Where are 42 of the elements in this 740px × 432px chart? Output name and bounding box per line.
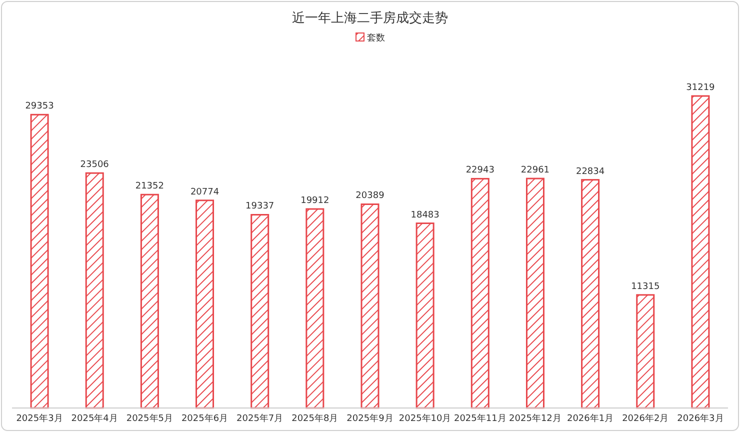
- data-label: 22834: [576, 166, 605, 177]
- data-label: 22961: [520, 166, 550, 176]
- bar: [196, 200, 214, 409]
- x-tick-label: 2025年8月: [292, 413, 338, 424]
- x-tick-label: 2026年2月: [622, 413, 669, 424]
- data-label: 31219: [686, 83, 716, 93]
- data-label: 23506: [80, 160, 110, 170]
- bar: [360, 203, 380, 409]
- data-label: 21352: [135, 182, 164, 192]
- bar: [636, 294, 655, 409]
- x-tick-label: 2025年5月: [126, 413, 174, 424]
- bar: [85, 172, 104, 409]
- x-tick-label: 2025年6月: [181, 413, 228, 424]
- bar: [140, 194, 159, 409]
- bar: [30, 114, 49, 409]
- bar: [470, 178, 490, 409]
- data-label: 22943: [466, 166, 494, 176]
- data-label: 19912: [300, 196, 330, 206]
- data-label: 20389: [356, 191, 385, 202]
- x-tick-label: 2026年3月: [677, 413, 724, 424]
- legend-label: 套数: [367, 32, 385, 44]
- data-label: 20774: [190, 187, 220, 198]
- x-tick-label: 2025年10月: [398, 413, 452, 424]
- chart-title: 近一年上海二手房成交走势: [292, 10, 448, 26]
- bar: [250, 214, 270, 409]
- data-label: 18483: [410, 210, 440, 220]
- data-label: 19337: [246, 202, 274, 212]
- x-tick-label: 2025年7月: [236, 413, 284, 424]
- bar: [306, 208, 324, 409]
- x-tick-label: 2025年4月: [71, 413, 118, 424]
- data-label: 11315: [631, 282, 660, 292]
- x-tick-label: 2025年12月: [509, 413, 562, 424]
- data-label: 29353: [25, 102, 54, 112]
- x-tick-label: 2025年11月: [454, 413, 506, 424]
- x-tick-label: 2025年9月: [346, 413, 394, 424]
- legend: 套数: [356, 32, 385, 44]
- bar: [581, 179, 600, 409]
- x-tick-label: 2026年1月: [566, 413, 614, 424]
- bar: [416, 222, 434, 409]
- bar: [691, 95, 710, 409]
- x-tick-label: 2025年3月: [16, 413, 63, 424]
- bar: [526, 178, 544, 409]
